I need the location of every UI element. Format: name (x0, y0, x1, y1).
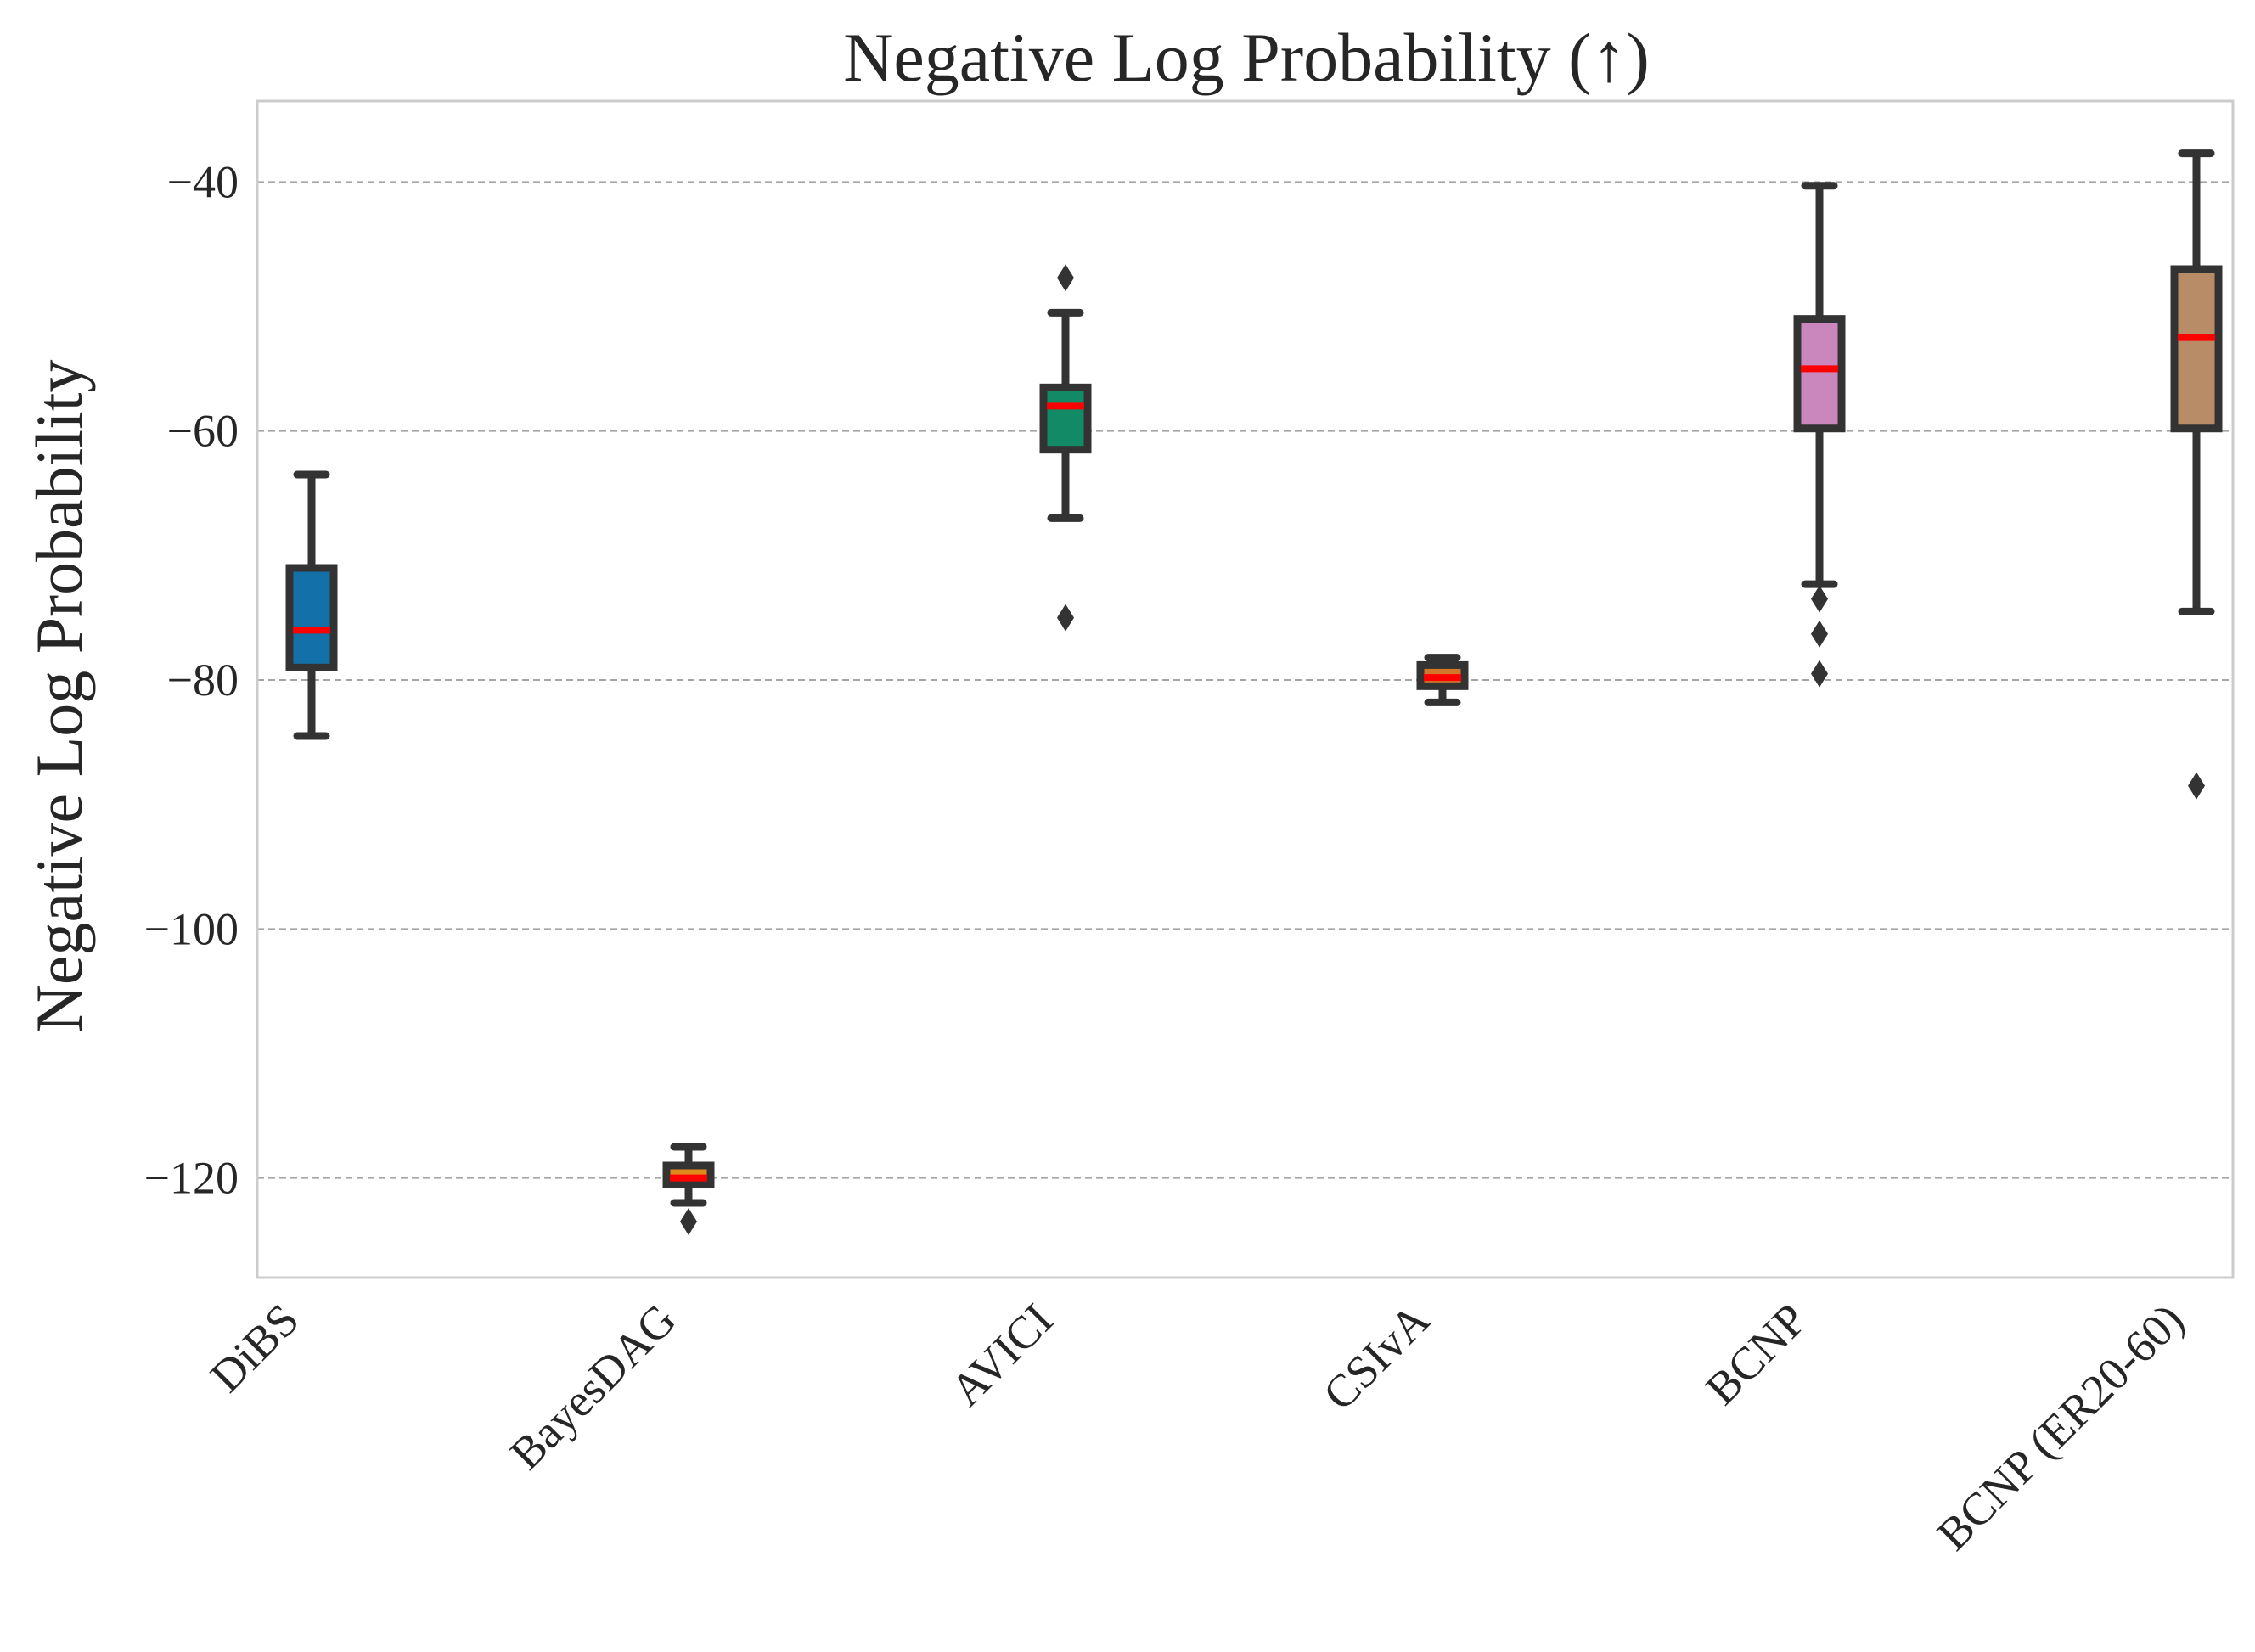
box-bayesdag (662, 1143, 715, 1235)
box-avici (1039, 264, 1092, 632)
iqr-box (1793, 315, 1846, 433)
outlier-point (2188, 772, 2205, 800)
y-tick-label: −60 (167, 406, 239, 457)
outlier-point (1057, 264, 1074, 292)
chart-title: Negative Log Probability (↑) (843, 19, 1650, 96)
outlier-point (1811, 660, 1828, 688)
box-bcnp-er20-60 (2170, 149, 2223, 800)
iqr-box (2170, 265, 2223, 433)
plot-frame (256, 99, 2235, 1279)
y-tick-label: −100 (144, 903, 239, 954)
outlier-point (1811, 620, 1828, 648)
outlier-point (1057, 604, 1074, 632)
box-dibs (285, 470, 338, 740)
y-tick-label: −80 (167, 655, 239, 705)
iqr-box (285, 564, 338, 671)
grid-lines (257, 181, 2233, 1179)
box-csiva (1416, 654, 1469, 706)
box-bcnp (1793, 182, 1846, 688)
boxes (285, 149, 2223, 1235)
y-tick-labels: −40 −60 −80 −100 −120 (144, 156, 239, 1203)
outlier-point (1811, 585, 1828, 613)
y-axis-label: Negative Log Probability (22, 360, 96, 1033)
y-tick-label: −40 (167, 156, 239, 207)
iqr-box (1039, 383, 1092, 454)
outlier-point (680, 1208, 697, 1235)
y-tick-label: −120 (144, 1153, 239, 1204)
